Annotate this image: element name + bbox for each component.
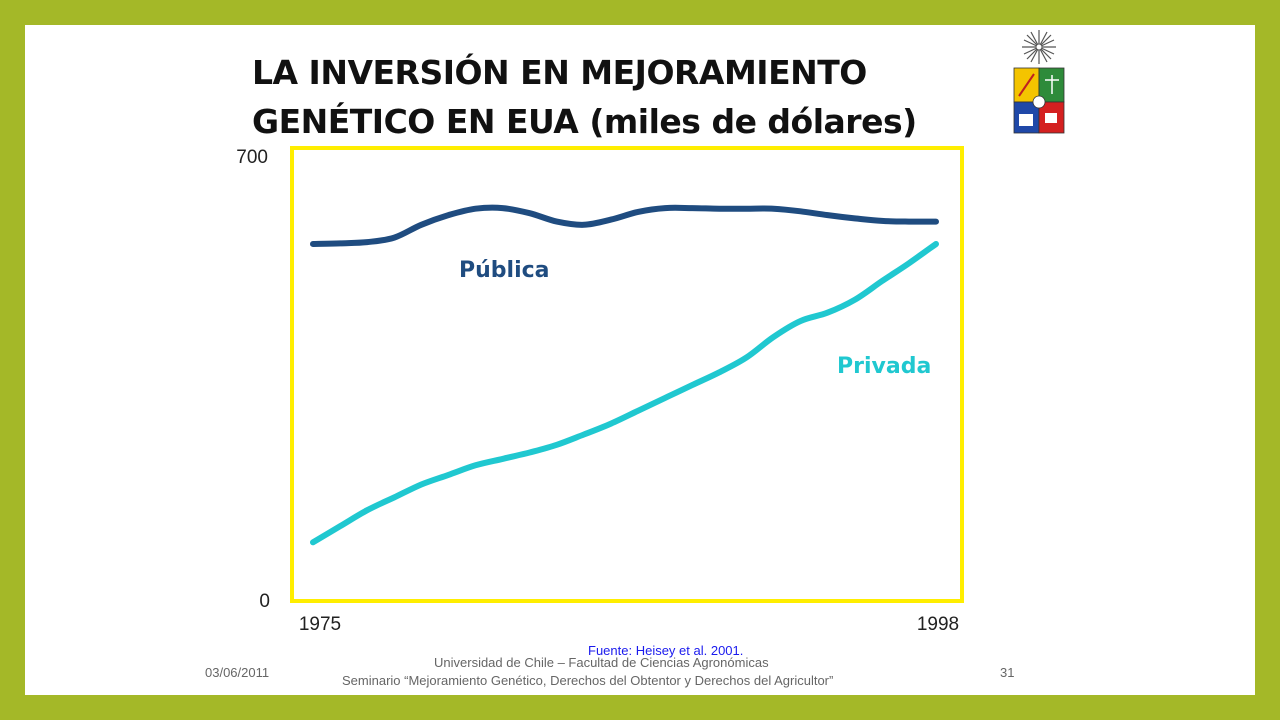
y-tick-label-max: 700 [236,147,268,168]
slide [25,25,1255,695]
page-number: 31 [1000,665,1015,680]
series-line-publica [310,204,939,247]
x-tick-label-start: 1975 [299,614,341,635]
plot-frame [290,146,964,603]
shield-icon [1013,67,1065,134]
footer-date: 03/06/2011 [205,665,270,680]
title-line-1: LA INVERSIÓN EN MEJORAMIENTO [252,53,867,92]
footer-university: Universidad de Chile – Facultad de Cienc… [434,655,769,670]
y-tick-label-min: 0 [259,591,270,612]
university-crest-logo [1013,30,1065,134]
series-label-privada: Privada [837,354,931,379]
series-line-privada [310,241,939,546]
footer-seminar: Seminario “Mejoramiento Genético, Derech… [342,673,834,688]
title-line-2: GENÉTICO EN EUA (miles de dólares) [252,102,917,141]
series-label-publica: Pública [459,258,550,283]
source-citation: Fuente: Heisey et al. 2001. [588,643,744,658]
x-tick-label-end: 1998 [917,614,959,635]
slide-title: LA INVERSIÓN EN MEJORAMIENTO GENÉTICO EN… [252,48,972,146]
